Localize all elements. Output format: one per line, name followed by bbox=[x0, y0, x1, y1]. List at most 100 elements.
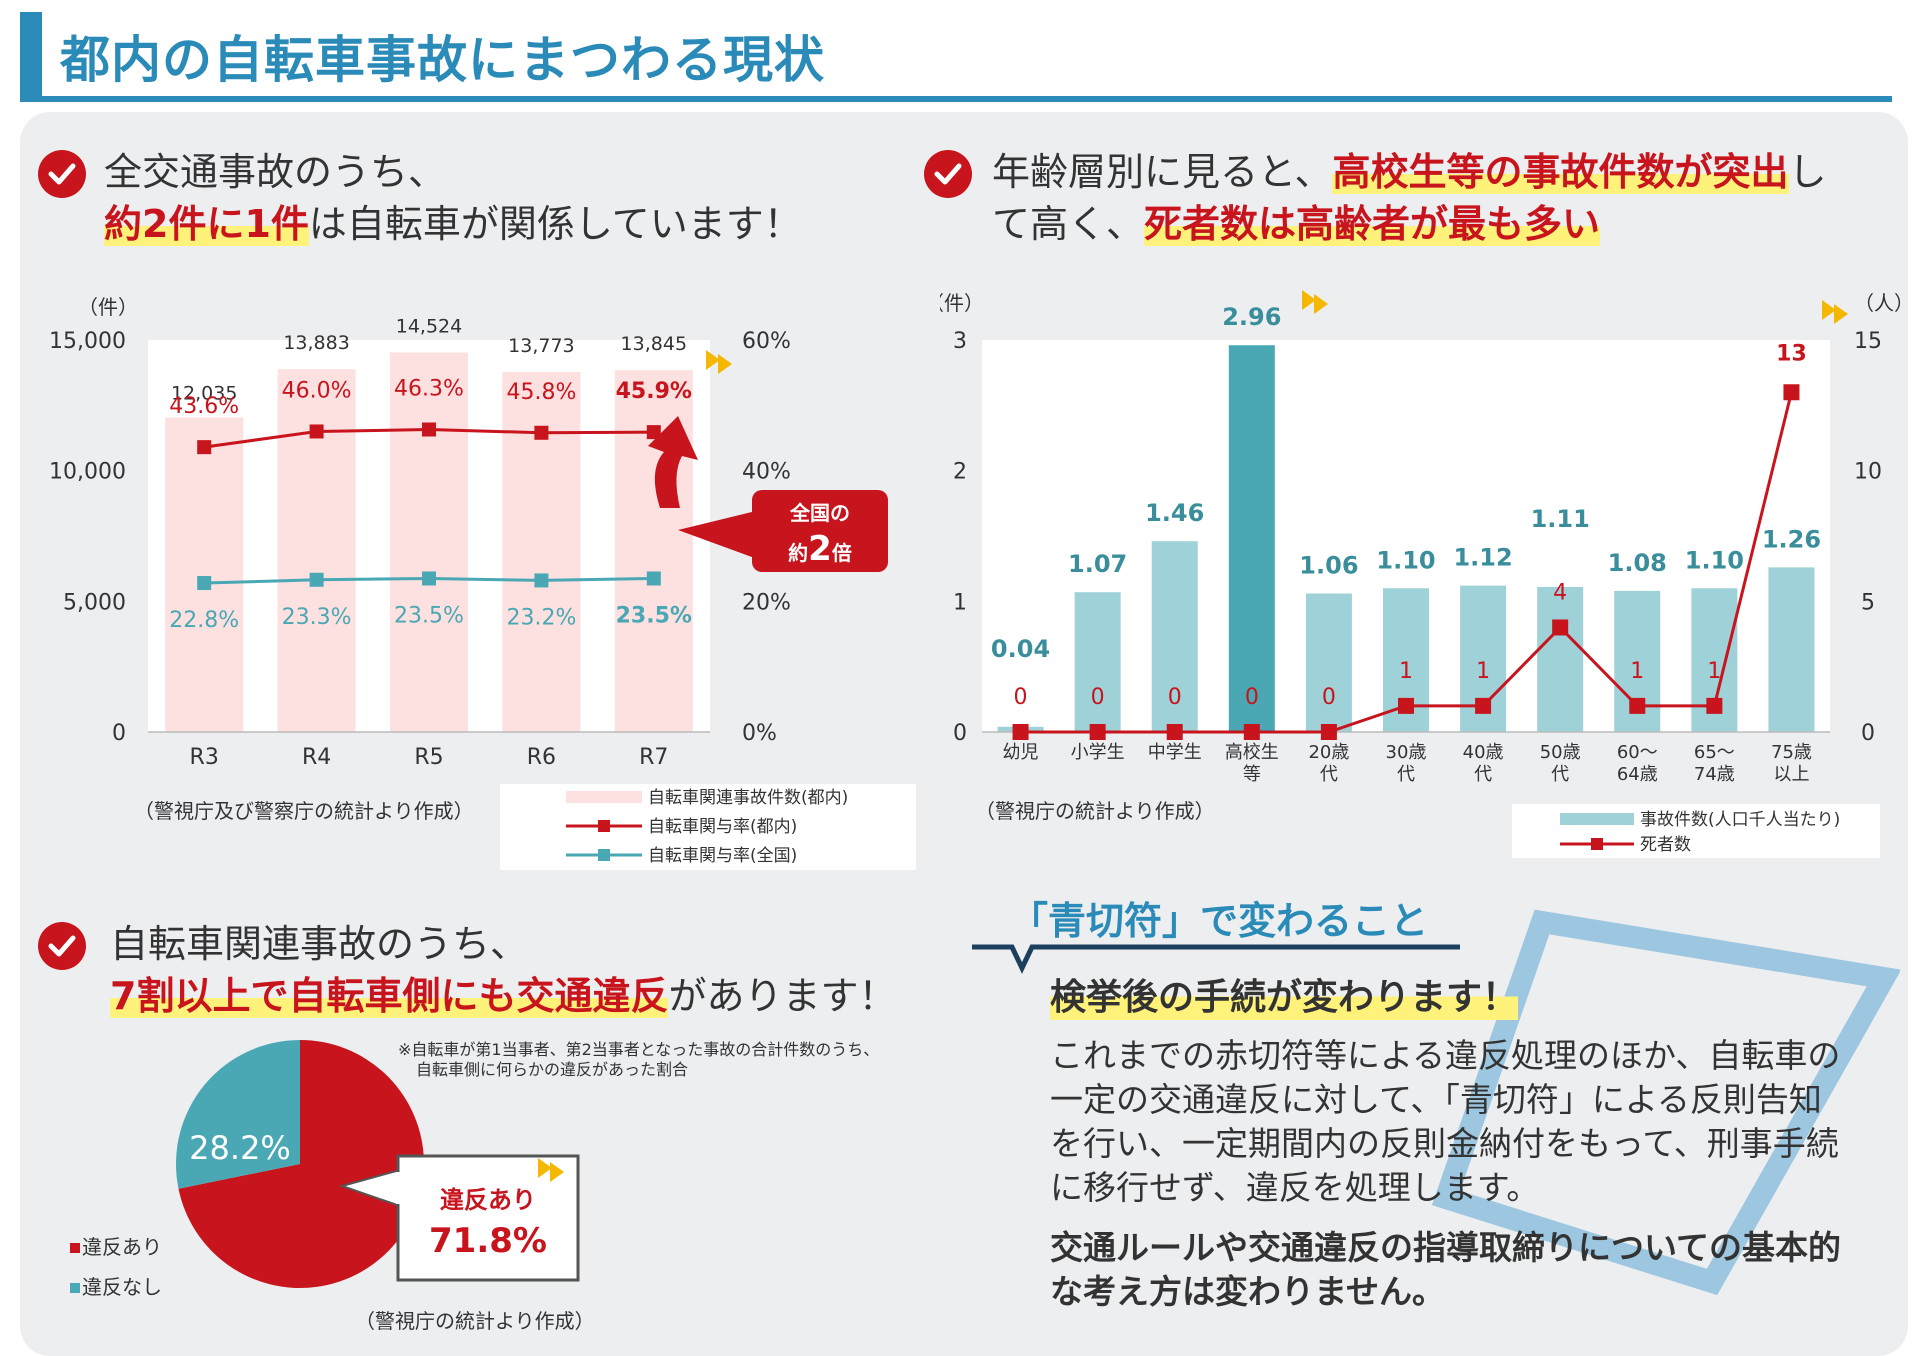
section3-line2: 7割以上で自転車側にも交通違反があります！ bbox=[110, 970, 896, 1022]
national-rate-point bbox=[646, 571, 661, 586]
deaths-point bbox=[1475, 697, 1492, 714]
bar-accident-rate bbox=[1537, 586, 1584, 732]
y-axis-unit: （件） bbox=[940, 291, 984, 315]
deaths-point bbox=[1166, 724, 1183, 740]
x-tick-label: 代 bbox=[1320, 764, 1338, 785]
section2-line2-pre: て高く、 bbox=[992, 202, 1145, 246]
x-tick-label: 以上 bbox=[1773, 764, 1809, 785]
chart-age-groups: （件）（人）01230510150.041.071.462.961.061.10… bbox=[940, 290, 1914, 858]
deaths-label: 1 bbox=[1476, 659, 1490, 684]
y-tick-label: 15,000 bbox=[49, 329, 126, 354]
bar-accident-count bbox=[390, 352, 468, 732]
title-underline bbox=[20, 96, 1892, 102]
y2-axis-unit: （人） bbox=[1854, 291, 1914, 315]
chart-accidents-involvement: （件） 0 5,000 10,000 15,000 0% 20% 40% 60% 12,035 13… bbox=[49, 295, 916, 870]
bar-value-label: 0.04 bbox=[991, 635, 1050, 663]
bar-accident-count bbox=[277, 369, 356, 732]
section4-decoration bbox=[972, 909, 1900, 1296]
deaths-label: 1 bbox=[1630, 659, 1644, 684]
x-tick-label: 74歳 bbox=[1694, 764, 1735, 785]
x-tick-label: 30歳 bbox=[1386, 742, 1427, 763]
check-icon bbox=[924, 150, 972, 198]
chevron-accent-icon bbox=[538, 1158, 552, 1178]
legend-swatch bbox=[70, 1243, 80, 1253]
legend-label: 事故件数(人口千人当たり) bbox=[1640, 810, 1840, 830]
section1-line1: 全交通事故のうち、 bbox=[104, 150, 447, 194]
x-tick-label: R6 bbox=[527, 745, 556, 770]
tokyo-rate-label: 43.6% bbox=[169, 394, 239, 419]
y-tick-label: 0 bbox=[953, 721, 967, 746]
callout-pointer bbox=[678, 510, 760, 560]
bar-value-label: 12,035 bbox=[171, 382, 237, 404]
pie-slice-label: 28.2% bbox=[189, 1129, 291, 1167]
bar-value-label: 1.11 bbox=[1531, 505, 1590, 533]
legend-swatch-marker bbox=[598, 820, 610, 832]
tokyo-rate-point bbox=[534, 425, 549, 440]
legend-label: 違反なし bbox=[82, 1275, 162, 1299]
deaths-point bbox=[1320, 724, 1337, 740]
deaths-label: 0 bbox=[1322, 685, 1336, 710]
tokyo-rate-label: 46.3% bbox=[394, 377, 464, 402]
section2-source: （警視庁の統計より作成） bbox=[975, 799, 1215, 823]
y-tick-label: 2 bbox=[953, 460, 967, 485]
section4-subtitle: 検挙後の手続が変わります！ bbox=[1050, 968, 1519, 1020]
section1-highlight: 約2件に1件 bbox=[104, 202, 309, 246]
section3-highlight: 7割以上で自転車側にも交通違反 bbox=[110, 974, 669, 1018]
section1-source: （警視庁及び警察庁の統計より作成） bbox=[134, 799, 474, 823]
national-rate-point bbox=[422, 571, 436, 586]
deaths-label: 0 bbox=[1168, 685, 1182, 710]
bar-value-label: 13,773 bbox=[508, 335, 574, 357]
section3-note: ※自転車が第1当事者、第2当事者となった事故の合計件数のうち、 自転車側に何らか… bbox=[398, 1040, 879, 1080]
section1-headline: 全交通事故のうち、 約2件に1件は自転車が関係しています！ bbox=[104, 146, 802, 250]
x-tick-label: 代 bbox=[1474, 764, 1492, 785]
bar-value-label: 1.06 bbox=[1299, 551, 1358, 579]
deaths-point bbox=[1243, 724, 1260, 740]
deaths-point bbox=[1398, 697, 1414, 714]
y2-tick-label: 5 bbox=[1861, 590, 1875, 615]
y2-tick-label: 0 bbox=[1861, 721, 1875, 746]
x-tick-label: 60～ bbox=[1617, 742, 1658, 763]
y-axis-unit: （件） bbox=[78, 295, 138, 319]
check-icon bbox=[38, 150, 86, 198]
bar-value-label: 13,883 bbox=[283, 332, 349, 354]
title-accent-bar bbox=[20, 12, 42, 96]
section3-line2-rest: があります！ bbox=[668, 974, 897, 1018]
pie-slice-label: 71.8% bbox=[429, 1221, 547, 1261]
y2-tick-label: 60% bbox=[742, 329, 791, 354]
section2-line1-pre: 年齢層別に見ると、 bbox=[992, 150, 1333, 194]
bar-value-label: 1.08 bbox=[1608, 549, 1667, 577]
deaths-point bbox=[1089, 724, 1106, 740]
deaths-point bbox=[1706, 697, 1723, 714]
national-rate-label: 23.3% bbox=[282, 605, 352, 630]
x-tick-label: 等 bbox=[1243, 764, 1261, 785]
callout-label: 違反あり bbox=[440, 1186, 536, 1214]
section2-highlight1: 高校生等の事故件数が突出 bbox=[1332, 150, 1789, 194]
legend-label: 自転車関与率(都内) bbox=[648, 817, 797, 837]
x-tick-label: R7 bbox=[639, 745, 668, 770]
chevron-accent-icon bbox=[1314, 294, 1328, 314]
chevron-accent-icon bbox=[1834, 304, 1848, 324]
legend-label: 違反あり bbox=[82, 1235, 162, 1259]
chevron-accent-icon bbox=[550, 1162, 564, 1182]
national-rate-label: 22.8% bbox=[169, 608, 239, 633]
x-tick-label: 20歳 bbox=[1308, 742, 1349, 763]
national-rate-point bbox=[534, 573, 549, 588]
bar-value-label: 1.10 bbox=[1376, 546, 1435, 574]
bar-accident-rate bbox=[1151, 541, 1198, 732]
bar-accident-rate bbox=[1228, 345, 1275, 732]
y-tick-label: 3 bbox=[953, 329, 967, 354]
callout-text-line2: 約2倍 bbox=[788, 529, 852, 569]
bar-value-label: 1.07 bbox=[1068, 550, 1127, 578]
section1-line2-rest: は自転車が関係しています！ bbox=[308, 202, 802, 246]
ticket-outline bbox=[1431, 909, 1900, 1296]
y2-tick-label: 10 bbox=[1854, 460, 1882, 485]
y-tick-label: 1 bbox=[953, 590, 967, 615]
x-tick-label: 幼児 bbox=[1003, 742, 1039, 763]
y-tick-label: 10,000 bbox=[49, 460, 126, 485]
section4-note: 交通ルールや交通違反の指導取締りについての基本的な考え方は変わりません。 bbox=[1050, 1228, 1842, 1311]
deaths-label: 1 bbox=[1707, 659, 1721, 684]
deaths-label: 0 bbox=[1245, 685, 1259, 710]
bar-value-label: 1.10 bbox=[1685, 546, 1744, 574]
x-tick-label: R3 bbox=[190, 745, 219, 770]
